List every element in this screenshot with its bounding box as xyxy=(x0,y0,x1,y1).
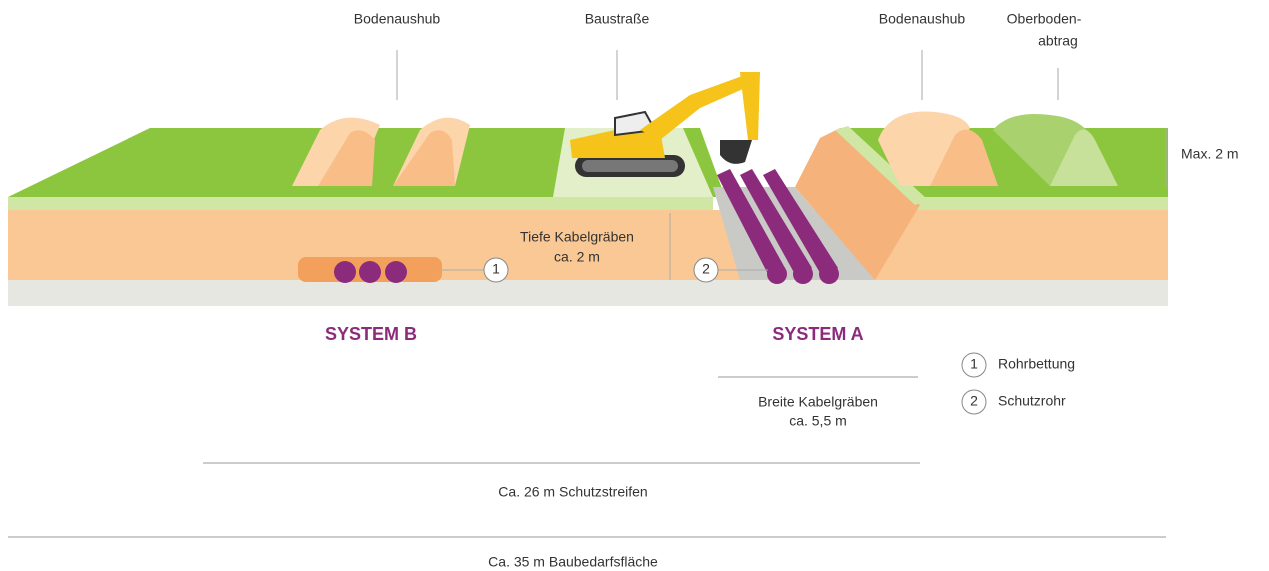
legend-label: Schutzrohr xyxy=(998,393,1066,409)
legend-number: 1 xyxy=(970,356,978,372)
label: Baustraße xyxy=(585,11,650,27)
system-label: SYSTEM A xyxy=(772,324,863,344)
label: Bodenaushub xyxy=(879,11,966,27)
marker: 1 xyxy=(492,261,500,277)
legend-label: Rohrbettung xyxy=(998,356,1075,372)
label: Breite Kabelgräben xyxy=(758,394,878,410)
label: ca. 2 m xyxy=(554,249,600,265)
label: Oberboden- xyxy=(1007,11,1082,27)
system-label: SYSTEM B xyxy=(325,324,417,344)
topsoil-strip xyxy=(8,197,713,210)
legend-number: 2 xyxy=(970,393,978,409)
dimension-label: Ca. 35 m Baubedarfsfläche xyxy=(488,554,658,570)
label: Max. 2 m xyxy=(1181,146,1239,162)
marker: 2 xyxy=(702,261,710,277)
label: ca. 5,5 m xyxy=(789,413,847,429)
dimension-label: Ca. 26 m Schutzstreifen xyxy=(498,484,647,500)
label: Tiefe Kabelgräben xyxy=(520,229,634,245)
base-layer xyxy=(8,280,1168,306)
topsoil-strip xyxy=(905,197,1168,210)
label: Bodenaushub xyxy=(354,11,441,27)
excavator xyxy=(570,72,760,177)
diagram: 1 2 Bodenaushub Baustraße Bodenaushub Ob… xyxy=(0,0,1269,571)
label: abtrag xyxy=(1038,33,1078,49)
soil-layer xyxy=(8,210,1168,280)
